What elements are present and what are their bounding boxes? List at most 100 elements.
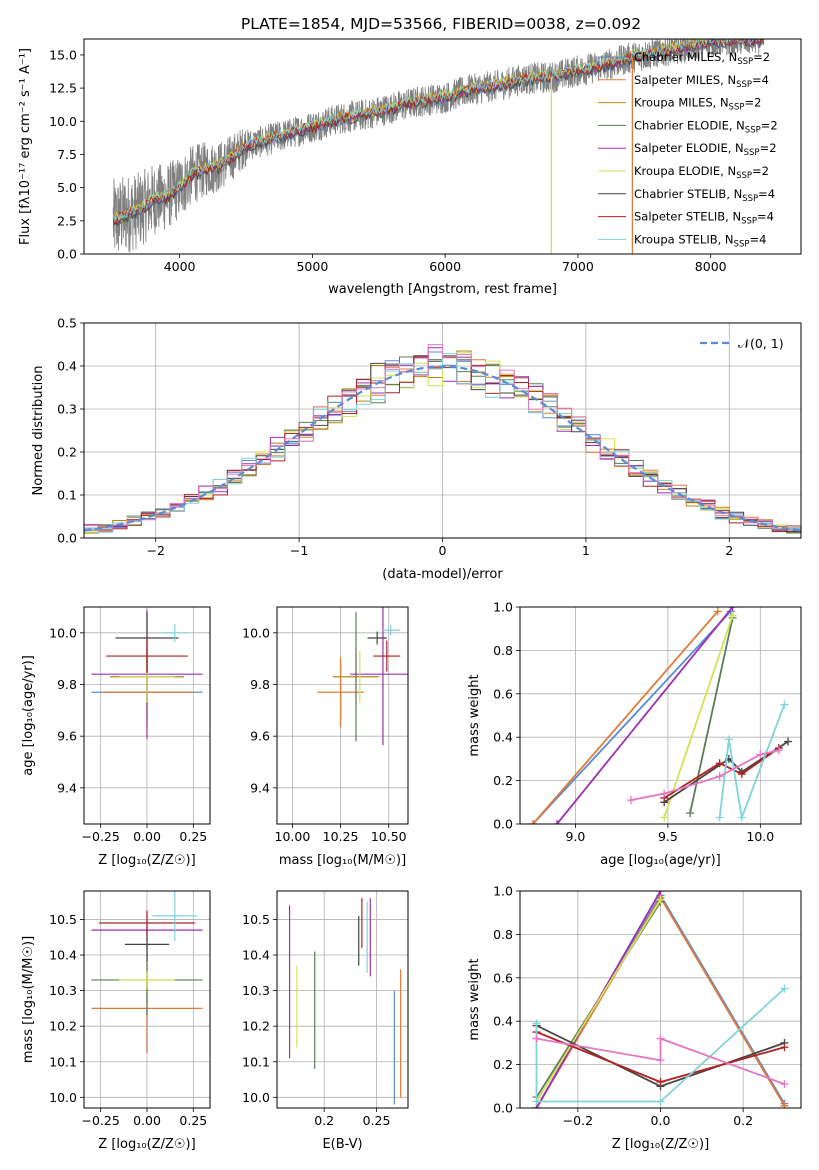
- y-tick-label: 0.6: [493, 686, 513, 701]
- y-tick-label: 10.0: [242, 1090, 270, 1105]
- weight-marker: [737, 813, 746, 822]
- spectrum-xlabel: wavelength [Angstrom, rest frame]: [328, 282, 557, 297]
- y-tick-label: 10.3: [49, 983, 77, 998]
- y-tick-label: 9.4: [250, 780, 270, 795]
- y-tick-label: 10.0: [49, 625, 77, 640]
- weight-marker: [656, 895, 665, 904]
- x-tick-label: 0.25: [179, 829, 207, 844]
- weight_vs_age-xlabel: age [log₁₀(age/yr)]: [600, 853, 721, 868]
- x-tick-label: 10.00: [275, 829, 311, 844]
- weight-marker: [532, 1019, 541, 1028]
- y-tick-label: 0.2: [57, 445, 77, 460]
- y-tick-label: 7.5: [57, 147, 77, 162]
- x-tick-label: 10.50: [371, 829, 407, 844]
- y-tick-label: 5.0: [57, 180, 77, 195]
- weight-marker: [656, 1034, 665, 1043]
- weight-marker: [780, 984, 789, 993]
- y-tick-label: 0.4: [57, 359, 77, 374]
- y-tick-label: 0.2: [493, 1057, 513, 1072]
- weight-marker: [660, 789, 669, 798]
- x-tick-label: 4000: [164, 259, 196, 274]
- legend-entry: Kroupa ELODIE, NSSP=2: [634, 164, 769, 181]
- weight-marker: [784, 737, 793, 746]
- y-tick-label: 10.4: [49, 948, 77, 963]
- weight-marker: [532, 1097, 541, 1106]
- age_vs_Z-xlabel: Z [log₁₀(Z/Z☉)]: [98, 853, 195, 868]
- lines-weight_vs_age: [528, 607, 793, 824]
- y-tick-label: 0.3: [57, 402, 77, 417]
- age_vs_Z-frame: [83, 606, 211, 825]
- spectrum-legend: Chabrier MILES, NSSP=2 Salpeter MILES, NS…: [598, 50, 778, 249]
- y-tick-label: 0.0: [57, 531, 77, 546]
- weight-marker: [715, 772, 724, 781]
- weight-marker: [713, 607, 722, 616]
- residuals-ylabel: Normed distribution: [31, 366, 46, 496]
- axes-mass_vs_ebv: 0.2 0.25 10.0 10.1 10.2 10.3 10.4 10.5: [242, 891, 408, 1128]
- weight-line: [663, 747, 780, 799]
- x-tick-label: 2: [725, 543, 733, 558]
- mass_vs_ebv-xlabel: E(B-V): [322, 1137, 362, 1152]
- spectrum-ylabel: Flux [fλ10⁻¹⁷ erg cm⁻² s⁻¹ A⁻¹]: [18, 48, 33, 245]
- legend-entry: Salpeter ELODIE, NSSP=2: [634, 141, 777, 158]
- x-tick-label: 0.2: [733, 1113, 753, 1128]
- errorbars-mass_vs_ebv: [288, 898, 402, 1105]
- x-tick-label: 0.00: [133, 1113, 161, 1128]
- weight-line: [532, 610, 732, 824]
- weight-marker: [780, 1080, 789, 1089]
- residuals-frame: [83, 322, 802, 539]
- weight-line: [718, 704, 786, 821]
- histograms: [84, 344, 801, 536]
- histogram-step: [84, 353, 801, 533]
- weight_vs_Z-xlabel: Z [log₁₀(Z/Z☉)]: [612, 1137, 709, 1152]
- errorbars-mass_vs_Z: [91, 891, 203, 1053]
- x-tick-label: 0: [439, 543, 447, 558]
- y-tick-label: 0.5: [57, 316, 77, 331]
- spectrum-frame: [83, 38, 802, 255]
- age_vs_Z-ylabel: age [log₁₀(age/yr)]: [21, 655, 36, 776]
- y-tick-label: 10.5: [242, 912, 270, 927]
- y-tick-label: 9.6: [250, 729, 270, 744]
- y-tick-label: 10.0: [49, 1090, 77, 1105]
- y-tick-label: 10.0: [49, 114, 77, 129]
- figure-title: PLATE=1854, MJD=53566, FIBERID=0038, z=0…: [241, 15, 641, 33]
- x-tick-label: −2: [146, 543, 164, 558]
- y-tick-label: 10.4: [242, 948, 270, 963]
- x-tick-label: 0.0: [651, 1113, 671, 1128]
- spectrum-lines: [112, 39, 765, 254]
- legend-entry: Salpeter STELIB, NSSP=4: [634, 210, 774, 227]
- y-tick-label: 10.3: [242, 983, 270, 998]
- x-tick-label: 7000: [562, 259, 594, 274]
- y-tick-label: 0.8: [493, 927, 513, 942]
- model-spectrum-7: [113, 39, 764, 225]
- mass_vs_ebv-frame: [276, 890, 409, 1109]
- weight-line: [663, 615, 734, 818]
- y-tick-label: 0.0: [493, 1101, 513, 1116]
- x-tick-label: 0.25: [179, 1113, 207, 1128]
- axes-age_vs_mass: 10.00 10.25 10.50 9.4 9.6 9.8 10.0: [242, 607, 408, 844]
- x-tick-label: 0.2: [314, 1113, 334, 1128]
- errorbars-age_vs_Z: [91, 609, 203, 739]
- age_vs_mass-frame: [276, 606, 409, 825]
- weight-marker: [756, 750, 765, 759]
- x-tick-label: 0.25: [363, 1113, 391, 1128]
- x-tick-label: −0.25: [82, 1113, 120, 1128]
- model-spectrum-8: [112, 39, 764, 220]
- weight-marker: [552, 820, 561, 824]
- x-tick-label: 9.0: [566, 829, 586, 844]
- weight-marker: [780, 1043, 789, 1052]
- x-tick-label: 0.00: [133, 829, 161, 844]
- weight-marker: [715, 813, 724, 822]
- weight-marker: [656, 1077, 665, 1086]
- y-tick-label: 9.8: [250, 677, 270, 692]
- weight-marker: [532, 1034, 541, 1043]
- axes-spectrum: 4000 5000 6000 7000 8000 0.0 2.5 5.0 7.5 10.0 12.5…: [49, 47, 727, 274]
- y-tick-label: 15.0: [49, 47, 77, 62]
- axes-mass_vs_Z: −0.25 0.00 0.25 10.0 10.1 10.2 10.3 10.4 10.5: [49, 891, 210, 1128]
- weight-marker: [774, 746, 783, 755]
- legend-entry: Kroupa MILES, NSSP=2: [634, 96, 761, 113]
- y-tick-label: 10.5: [49, 912, 77, 927]
- y-tick-label: 0.4: [493, 1014, 513, 1029]
- x-tick-label: −1: [290, 543, 308, 558]
- y-tick-label: 10.1: [49, 1054, 77, 1069]
- weight-line: [556, 607, 734, 824]
